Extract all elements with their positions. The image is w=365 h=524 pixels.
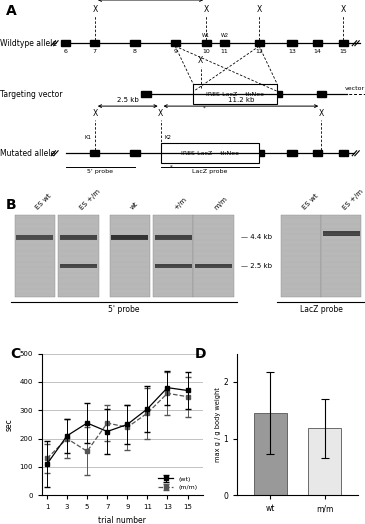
Bar <box>255 150 264 156</box>
Bar <box>313 40 322 46</box>
Bar <box>316 91 326 97</box>
Bar <box>130 150 139 156</box>
Bar <box>111 235 148 240</box>
Bar <box>308 429 341 495</box>
Bar <box>153 215 193 298</box>
Text: X: X <box>257 5 262 14</box>
Text: 5' probe: 5' probe <box>108 304 140 313</box>
Text: X: X <box>92 109 97 118</box>
Bar <box>193 84 277 104</box>
Bar <box>161 144 259 163</box>
Bar <box>142 91 150 97</box>
Text: C: C <box>10 347 20 361</box>
Text: *: * <box>170 164 173 169</box>
Text: 7: 7 <box>93 49 97 54</box>
Text: Targeting vector: Targeting vector <box>0 90 62 99</box>
Text: ES wt: ES wt <box>301 193 319 211</box>
Text: X: X <box>319 109 324 118</box>
Bar <box>60 235 97 240</box>
Text: 2.5 kb: 2.5 kb <box>117 97 139 103</box>
Text: W1: W1 <box>202 34 210 38</box>
Text: 14: 14 <box>314 49 322 54</box>
Text: 11.2 kb: 11.2 kb <box>228 97 254 103</box>
Text: wt: wt <box>130 201 140 211</box>
Bar <box>255 40 264 46</box>
Bar <box>288 40 296 46</box>
Bar <box>323 231 360 236</box>
Text: K1: K1 <box>84 135 91 140</box>
Bar <box>338 150 347 156</box>
Bar <box>90 150 99 156</box>
Text: Wildtype allele: Wildtype allele <box>0 39 57 48</box>
Text: vector: vector <box>345 86 365 91</box>
Bar <box>220 40 229 46</box>
Bar <box>193 215 234 298</box>
Text: LacZ probe: LacZ probe <box>300 304 343 313</box>
Text: X: X <box>158 109 163 118</box>
Text: 12: 12 <box>255 49 263 54</box>
Text: m/m: m/m <box>214 195 229 211</box>
Text: *: * <box>203 105 206 110</box>
Bar <box>16 235 53 240</box>
Bar <box>110 215 150 298</box>
Text: 5' probe: 5' probe <box>87 169 114 174</box>
Text: B: B <box>5 198 16 212</box>
Bar <box>273 91 282 97</box>
Bar <box>58 215 99 298</box>
Text: ES +/m: ES +/m <box>341 188 364 211</box>
Text: X: X <box>198 56 203 65</box>
Text: W2: W2 <box>220 34 228 38</box>
Bar <box>195 264 232 268</box>
Text: X: X <box>92 5 97 14</box>
Bar <box>313 150 322 156</box>
Text: LacZ probe: LacZ probe <box>192 169 227 174</box>
Text: X: X <box>341 5 346 14</box>
Bar <box>155 264 192 268</box>
Text: +/m: +/m <box>173 196 188 211</box>
X-axis label: trial number: trial number <box>98 516 146 524</box>
Bar <box>90 40 99 46</box>
Text: IRES-LacZ    tkNeo: IRES-LacZ tkNeo <box>207 92 264 97</box>
Y-axis label: sec: sec <box>5 418 14 431</box>
Text: K2: K2 <box>164 135 171 140</box>
Text: 9: 9 <box>173 49 177 54</box>
Bar <box>254 413 287 495</box>
Text: ES +/m: ES +/m <box>78 188 101 211</box>
Bar <box>60 264 97 268</box>
Text: 10: 10 <box>202 49 210 54</box>
Text: 11: 11 <box>220 49 228 54</box>
Bar <box>338 40 347 46</box>
Bar <box>321 215 361 298</box>
Text: ES wt: ES wt <box>35 193 53 211</box>
Text: A: A <box>5 4 16 18</box>
Text: X: X <box>204 5 209 14</box>
Text: IRES-LacZ    tkNeo: IRES-LacZ tkNeo <box>181 151 239 156</box>
Bar <box>288 150 296 156</box>
Text: 13: 13 <box>288 49 296 54</box>
Y-axis label: max g / g body weight: max g / g body weight <box>215 387 220 462</box>
Bar <box>281 215 321 298</box>
Text: 15: 15 <box>339 49 347 54</box>
Text: 8: 8 <box>133 49 137 54</box>
Text: D: D <box>195 347 207 361</box>
Bar <box>130 40 139 46</box>
Text: — 2.5 kb: — 2.5 kb <box>241 263 272 269</box>
Bar <box>170 40 180 46</box>
Text: — 4.4 kb: — 4.4 kb <box>241 234 272 241</box>
Bar <box>15 215 55 298</box>
Text: 6: 6 <box>64 49 68 54</box>
Bar <box>155 235 192 240</box>
Legend: (wt), (m/m): (wt), (m/m) <box>156 474 199 492</box>
Bar <box>61 40 70 46</box>
Text: Mutated allele: Mutated allele <box>0 149 55 158</box>
Bar <box>201 40 211 46</box>
